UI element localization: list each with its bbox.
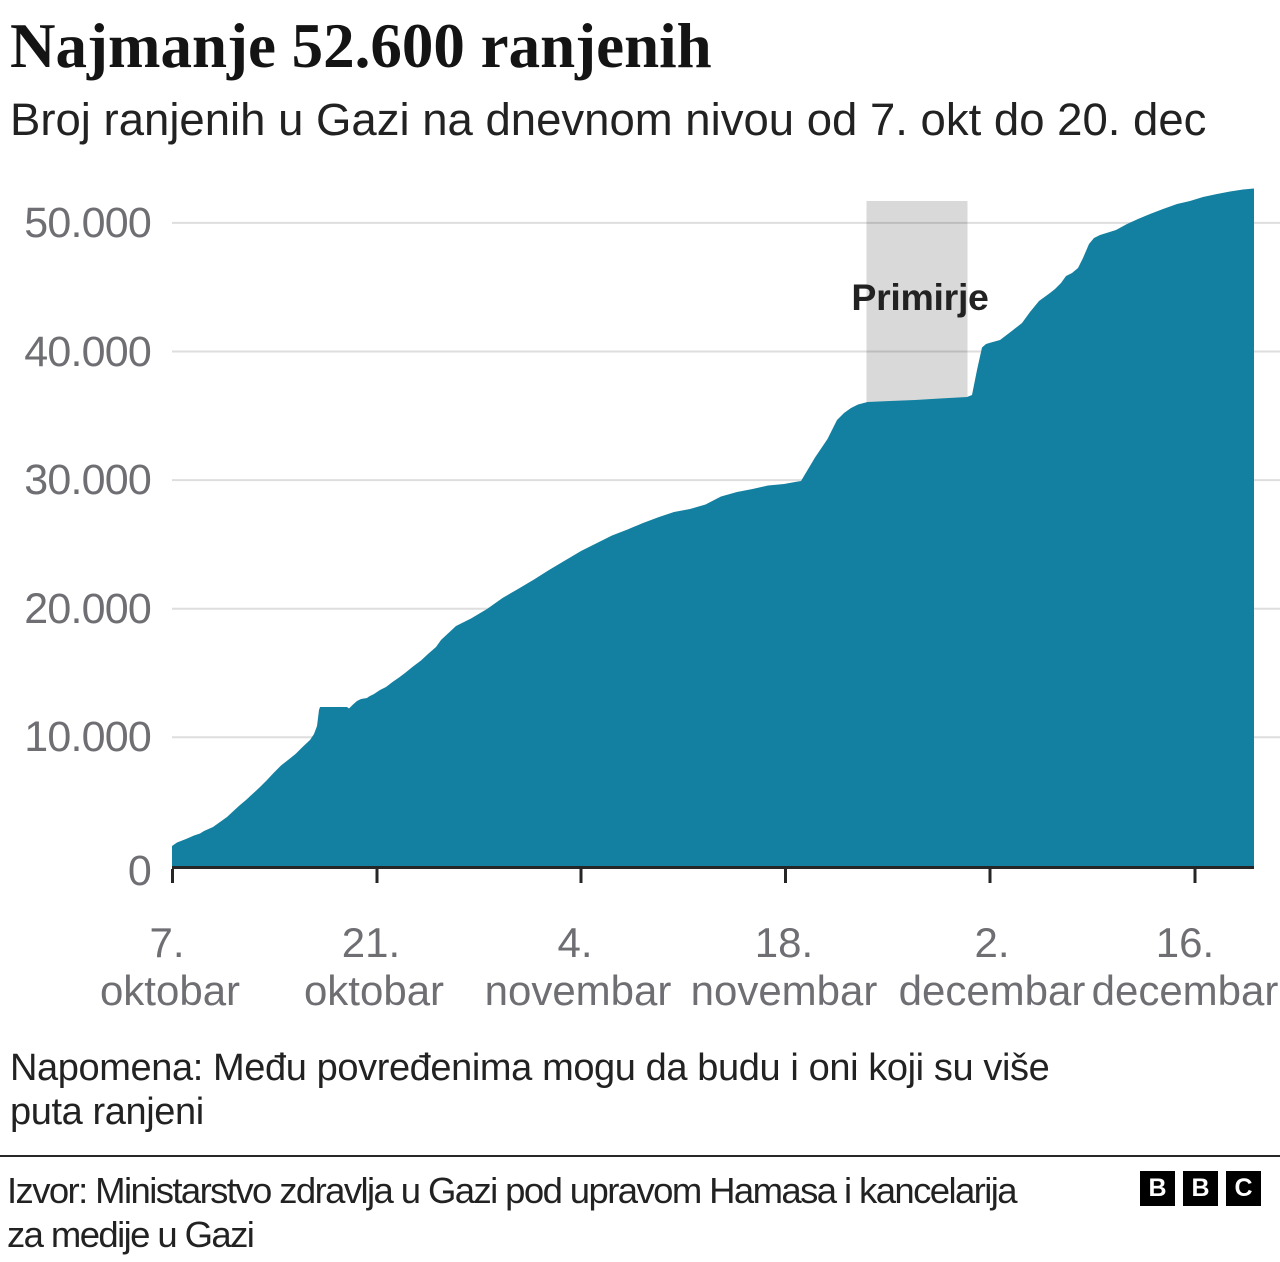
svg-text:10.000: 10.000 bbox=[24, 713, 151, 761]
svg-text:20.000: 20.000 bbox=[24, 585, 151, 633]
svg-text:0: 0 bbox=[128, 847, 151, 895]
svg-text:30.000: 30.000 bbox=[24, 456, 151, 504]
svg-text:decembar: decembar bbox=[1092, 967, 1279, 1014]
svg-text:4.: 4. bbox=[557, 919, 592, 966]
svg-text:decembar: decembar bbox=[899, 967, 1086, 1014]
svg-text:18.: 18. bbox=[755, 919, 813, 966]
svg-text:16.: 16. bbox=[1156, 919, 1214, 966]
svg-text:7.: 7. bbox=[149, 919, 184, 966]
svg-text:21.: 21. bbox=[342, 919, 400, 966]
svg-text:oktobar: oktobar bbox=[100, 967, 240, 1014]
svg-text:2.: 2. bbox=[974, 919, 1009, 966]
svg-text:40.000: 40.000 bbox=[24, 328, 151, 376]
svg-text:novembar: novembar bbox=[485, 967, 672, 1014]
svg-text:novembar: novembar bbox=[691, 967, 878, 1014]
svg-text:50.000: 50.000 bbox=[24, 199, 151, 247]
svg-text:oktobar: oktobar bbox=[304, 967, 444, 1014]
